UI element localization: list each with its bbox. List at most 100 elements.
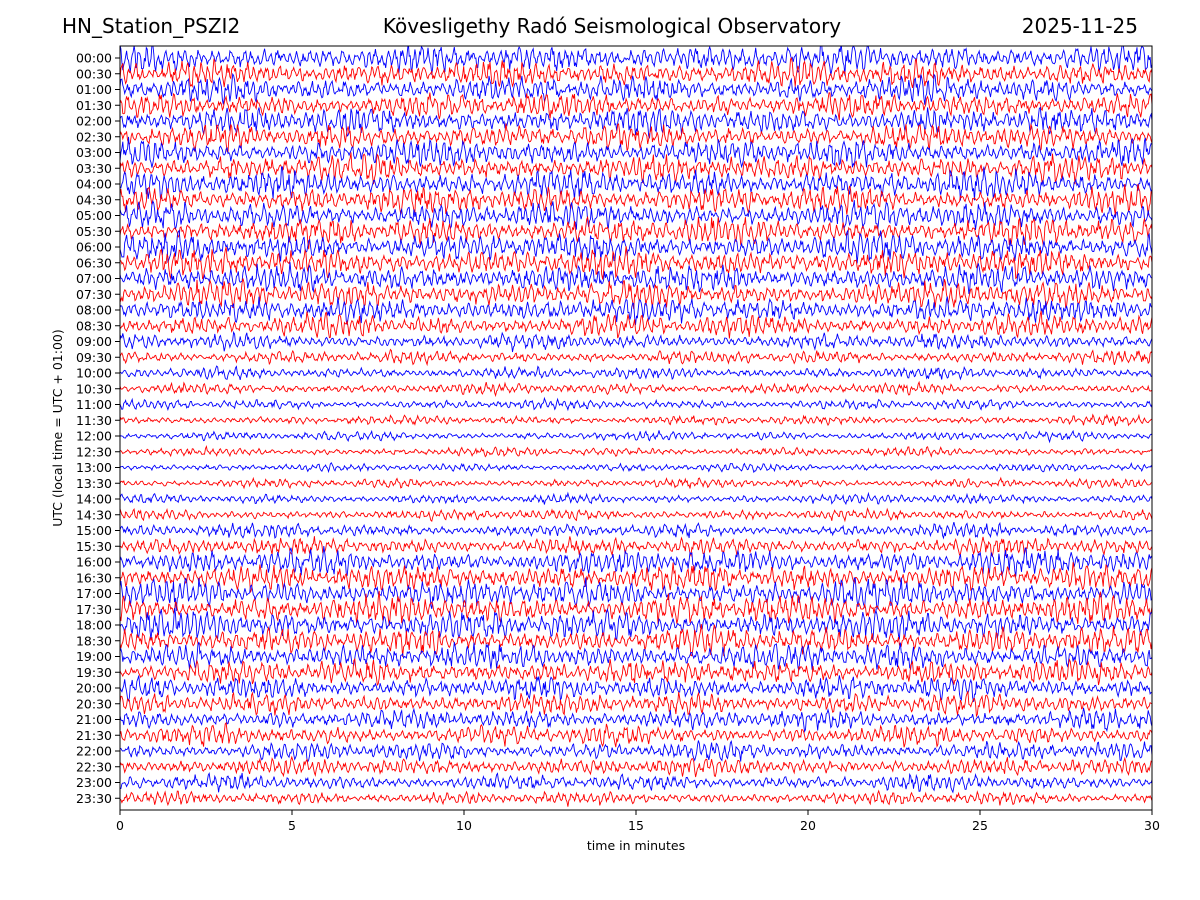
- seismic-trace-1500: [120, 521, 1152, 540]
- seismic-trace-0730: [120, 278, 1152, 310]
- observatory-title: Kövesligethy Radó Seismological Observat…: [382, 14, 842, 38]
- seismic-trace-1730: [120, 590, 1152, 626]
- seismic-trace-0300: [120, 136, 1152, 169]
- seismic-trace-0000: [120, 46, 1152, 76]
- seismic-trace-1100: [120, 396, 1152, 412]
- station-name: HN_Station_PSZI2: [62, 14, 241, 38]
- plot-frame: [119, 45, 1153, 811]
- seismic-trace-0200: [120, 106, 1152, 139]
- x-tick-label: 25: [972, 818, 988, 833]
- y-tick-label: 00:00: [76, 51, 112, 66]
- seismic-trace-0630: [120, 246, 1152, 280]
- seismic-trace-0830: [120, 310, 1152, 339]
- y-tick-label: 22:30: [76, 759, 112, 774]
- seismic-trace-2130: [120, 721, 1152, 748]
- record-date: 2025-11-25: [1021, 14, 1138, 38]
- y-tick-label: 02:30: [76, 129, 112, 144]
- y-tick-label: 01:30: [76, 98, 112, 113]
- y-tick-label: 21:30: [76, 728, 112, 743]
- y-tick-label: 13:00: [76, 460, 112, 475]
- seismic-trace-1300: [120, 461, 1152, 474]
- y-tick-label: 20:30: [76, 696, 112, 711]
- y-tick-label: 11:30: [76, 413, 112, 428]
- seismic-trace-0530: [120, 215, 1152, 250]
- y-tick-label: 22:00: [76, 744, 112, 759]
- seismic-trace-1830: [120, 623, 1152, 657]
- x-axis-label: time in minutes: [587, 838, 685, 853]
- seismic-trace-1030: [120, 380, 1152, 398]
- seismic-trace-1800: [120, 608, 1152, 642]
- y-tick-label: 07:30: [76, 287, 112, 302]
- seismic-trace-2030: [120, 691, 1152, 718]
- y-tick-label: 02:00: [76, 114, 112, 129]
- y-tick-label: 20:00: [76, 681, 112, 696]
- seismic-trace-1900: [120, 641, 1152, 671]
- seismic-trace-1200: [120, 429, 1152, 444]
- seismic-trace-1530: [120, 536, 1152, 558]
- y-tick-label: 03:30: [76, 161, 112, 176]
- y-tick-label: 04:30: [76, 192, 112, 207]
- y-tick-label: 01:00: [76, 82, 112, 97]
- y-tick-label: 07:00: [76, 271, 112, 286]
- trace-layer: [120, 46, 1152, 807]
- y-tick-label: 15:00: [76, 523, 112, 538]
- seismic-trace-0100: [120, 72, 1152, 105]
- y-tick-label: 23:00: [76, 775, 112, 790]
- y-tick-label: 06:00: [76, 240, 112, 255]
- seismic-trace-1600: [120, 546, 1152, 577]
- seismic-trace-0800: [120, 296, 1152, 326]
- seismic-trace-0500: [120, 199, 1152, 231]
- x-tick-label: 10: [456, 818, 472, 833]
- y-axis-label: UTC (local time = UTC + 01:00): [50, 329, 65, 527]
- seismic-trace-1000: [120, 365, 1152, 381]
- seismic-trace-2300: [120, 772, 1152, 794]
- y-tick-label: 00:30: [76, 66, 112, 81]
- y-tick-label: 17:30: [76, 602, 112, 617]
- y-tick-label: 19:00: [76, 649, 112, 664]
- y-tick-label: 10:00: [76, 366, 112, 381]
- y-tick-label: 08:30: [76, 318, 112, 333]
- y-tick-label: 16:00: [76, 555, 112, 570]
- x-tick-label: 15: [628, 818, 644, 833]
- y-tick-label: 23:30: [76, 791, 112, 806]
- seismic-trace-0130: [120, 92, 1152, 121]
- y-tick-label: 08:00: [76, 303, 112, 318]
- y-tick-label: 18:30: [76, 633, 112, 648]
- seismic-trace-1630: [120, 562, 1152, 593]
- seismic-trace-1700: [120, 577, 1152, 612]
- y-tick-label: 09:30: [76, 350, 112, 365]
- y-tick-label: 12:00: [76, 429, 112, 444]
- seismic-trace-1430: [120, 507, 1152, 523]
- seismic-trace-0330: [120, 152, 1152, 185]
- seismic-trace-2230: [120, 755, 1152, 778]
- seismic-trace-0900: [120, 330, 1152, 353]
- seismic-trace-1130: [120, 413, 1152, 427]
- seismic-trace-0230: [120, 122, 1152, 153]
- seismic-trace-1330: [120, 476, 1152, 490]
- y-tick-label: 10:30: [76, 381, 112, 396]
- x-tick-label: 0: [116, 818, 124, 833]
- y-tick-label: 13:30: [76, 476, 112, 491]
- y-tick-label: 05:30: [76, 224, 112, 239]
- seismic-trace-1230: [120, 445, 1152, 458]
- y-tick-label: 21:00: [76, 712, 112, 727]
- x-axis: 0 5 10 15 20 25 30: [116, 810, 1160, 833]
- seismic-trace-1400: [120, 491, 1152, 506]
- y-tick-label: 14:00: [76, 492, 112, 507]
- x-tick-label: 5: [288, 818, 296, 833]
- y-tick-label: 14:30: [76, 507, 112, 522]
- y-tick-label: 19:30: [76, 665, 112, 680]
- seismic-trace-0400: [120, 166, 1152, 201]
- seismic-trace-1930: [120, 657, 1152, 686]
- seismic-trace-2000: [120, 675, 1152, 703]
- seismic-trace-2330: [120, 789, 1152, 807]
- y-tick-label: 09:00: [76, 334, 112, 349]
- y-tick-label: 06:30: [76, 255, 112, 270]
- seismic-trace-0030: [120, 57, 1152, 89]
- y-axis: 00:0000:3001:0001:3002:0002:3003:0003:30…: [76, 51, 120, 806]
- x-tick-label: 30: [1144, 818, 1160, 833]
- y-tick-label: 16:30: [76, 570, 112, 585]
- y-tick-label: 12:30: [76, 444, 112, 459]
- seismic-trace-0600: [120, 229, 1152, 264]
